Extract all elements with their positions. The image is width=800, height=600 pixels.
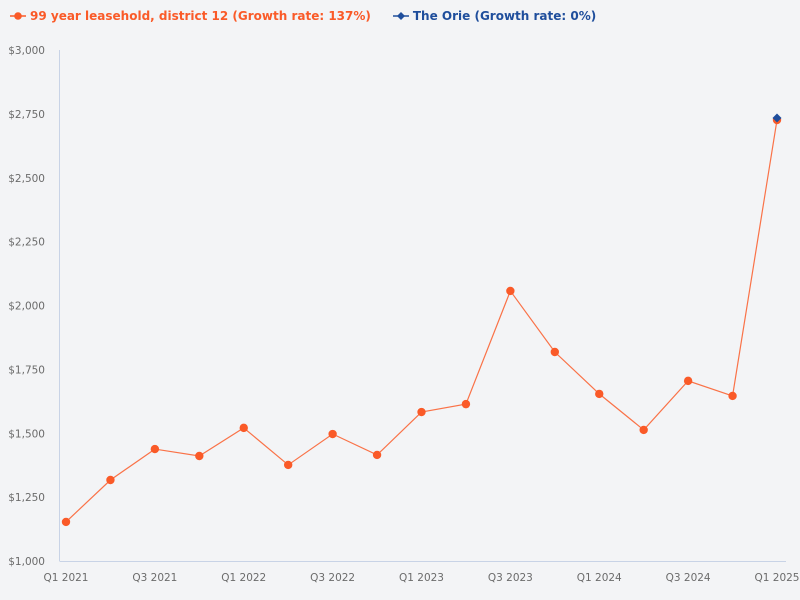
legend-item-the-orie[interactable]: The Orie (Growth rate: 0%) bbox=[392, 9, 597, 23]
x-tick-label: Q1 2022 bbox=[221, 572, 266, 584]
data-point[interactable] bbox=[106, 475, 115, 485]
data-point[interactable] bbox=[150, 444, 160, 454]
y-tick-label: $3,000 bbox=[8, 45, 45, 57]
x-tick-label: Q1 2025 bbox=[754, 572, 799, 584]
data-point[interactable] bbox=[595, 389, 604, 399]
y-tick-label: $1,000 bbox=[8, 556, 45, 568]
data-point[interactable] bbox=[550, 347, 560, 357]
data-point[interactable] bbox=[61, 517, 71, 527]
chart-legend: 99 year leasehold, district 12 (Growth r… bbox=[10, 9, 596, 23]
data-point[interactable] bbox=[683, 376, 693, 386]
data-point[interactable] bbox=[417, 407, 426, 417]
data-point[interactable] bbox=[772, 113, 782, 123]
legend-item-leasehold[interactable]: 99 year leasehold, district 12 (Growth r… bbox=[10, 9, 371, 23]
data-point[interactable] bbox=[283, 460, 293, 470]
y-tick-label: $2,000 bbox=[8, 301, 45, 313]
x-tick-label: Q1 2021 bbox=[43, 572, 88, 584]
y-tick-label: $2,250 bbox=[8, 237, 45, 249]
data-point[interactable] bbox=[461, 399, 471, 409]
x-tick-label: Q3 2021 bbox=[132, 572, 177, 584]
x-axis-ticks: Q1 2021 Q3 2021 Q1 2022 Q3 2022 Q1 2023 Q3 20… bbox=[43, 572, 799, 584]
legend-label: The Orie (Growth rate: 0%) bbox=[412, 9, 597, 23]
series-layer bbox=[61, 113, 782, 527]
data-point[interactable] bbox=[506, 286, 515, 296]
data-point[interactable] bbox=[195, 451, 204, 461]
x-tick-label: Q3 2024 bbox=[666, 572, 711, 584]
x-tick-label: Q3 2023 bbox=[488, 572, 533, 584]
data-point[interactable] bbox=[728, 391, 737, 401]
data-point[interactable] bbox=[639, 425, 648, 435]
data-point[interactable] bbox=[239, 423, 248, 433]
circle-marker-icon bbox=[10, 12, 26, 20]
series-line bbox=[65, 119, 778, 523]
y-tick-label: $1,750 bbox=[8, 364, 45, 376]
x-tick-label: Q1 2024 bbox=[577, 572, 622, 584]
y-axis-ticks: $1,000 $1,250 $1,500 $1,750 $2,000 $2,250 $2,5… bbox=[8, 45, 45, 568]
x-tick-label: Q1 2023 bbox=[399, 572, 444, 584]
x-tick-label: Q3 2022 bbox=[310, 572, 355, 584]
data-point[interactable] bbox=[372, 450, 382, 460]
diamond-marker-icon bbox=[392, 12, 409, 20]
y-tick-label: $2,750 bbox=[8, 109, 45, 121]
y-tick-label: $1,250 bbox=[8, 492, 45, 504]
y-tick-label: $1,500 bbox=[8, 428, 45, 440]
y-tick-label: $2,500 bbox=[8, 173, 45, 185]
data-point[interactable] bbox=[328, 429, 337, 439]
legend-label: 99 year leasehold, district 12 (Growth r… bbox=[30, 9, 371, 23]
